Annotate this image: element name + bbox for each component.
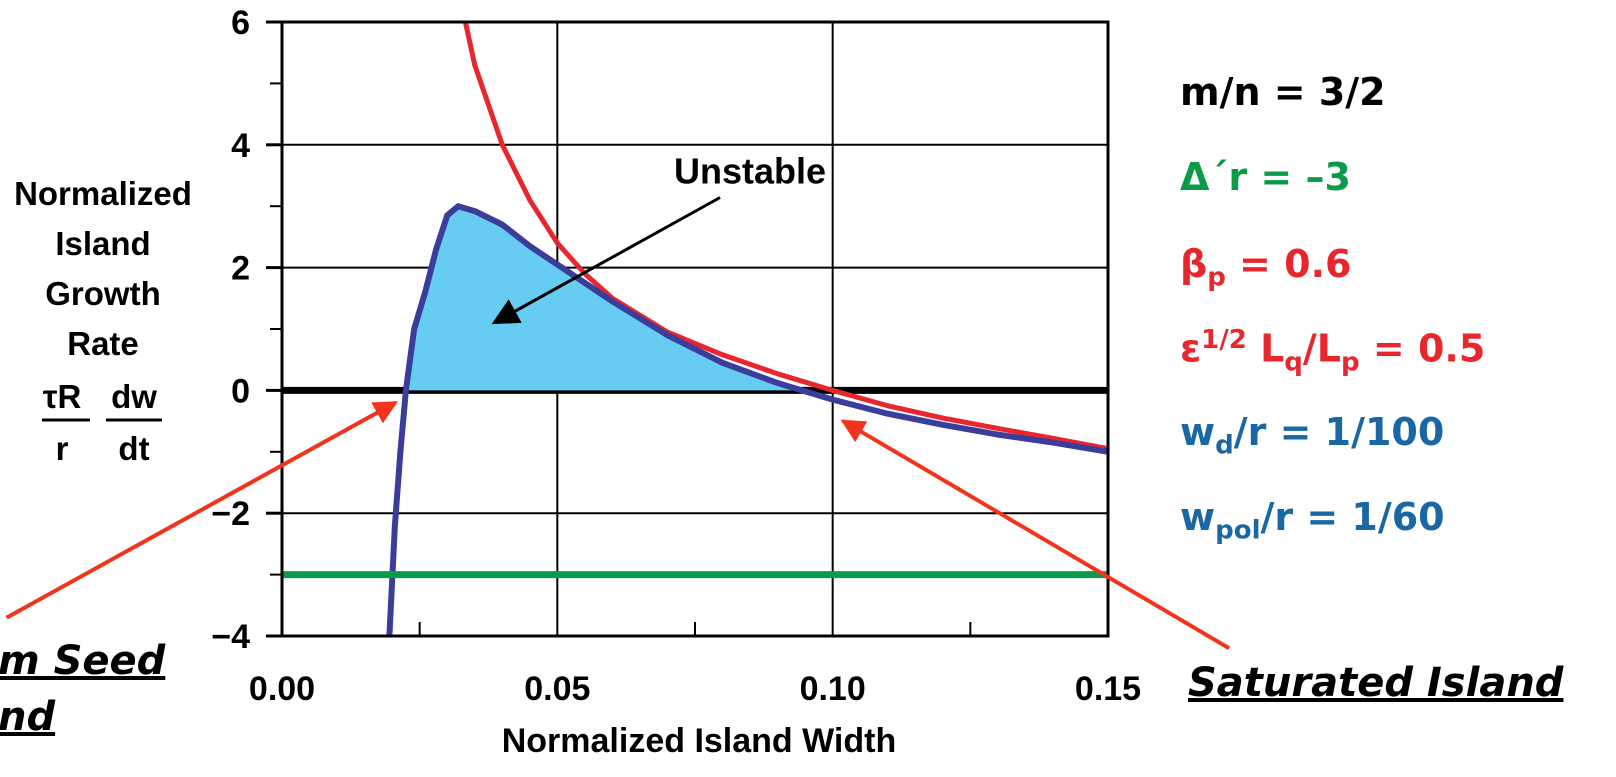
series-lines [282,22,1108,636]
x-tick-label: 0.15 [1075,670,1141,708]
param-wpol: wpol/r = 1/60 [1180,495,1445,546]
x-axis-label: Normalized Island Width [502,722,897,760]
grid-lines [282,22,1108,636]
param-mn: m/n = 3/2 [1180,70,1386,114]
plot-frame [280,20,1110,638]
y-label-line: Island [55,225,150,262]
x-tick-label: 0.00 [249,670,315,708]
y-tick-label: 4 [231,127,250,165]
marker-arrows [5,400,1231,651]
saturated-island-arrow [840,419,1231,651]
seed-island-label-line2: nd [0,694,56,740]
unstable-region [405,206,795,391]
saturated-island-label: Saturated Island [1188,660,1564,706]
red-curve [462,22,1108,452]
unstable-arrow [491,196,721,325]
y-label-tau: τR [43,378,82,415]
y-tick-label: −4 [211,618,250,656]
y-label-line: Normalized [14,175,192,212]
y-label-line: Growth [45,275,160,312]
y-label-dw: dw [111,378,157,415]
axes [266,20,1110,638]
seed-island-arrow [5,400,399,620]
seed-island-label-line1: m Seed [0,638,166,684]
annotations: Unstable [491,151,826,325]
y-axis-label: Normalized Island Growth Rate τR r dw dt [14,175,192,467]
unstable-fill-area [405,206,795,391]
x-tick-label: 0.05 [524,670,590,708]
y-label-r: r [56,430,69,467]
blue-curve [386,203,1108,636]
param-eps: ε1/2 Lq/Lp = 0.5 [1180,325,1486,378]
y-label-dt: dt [118,430,149,467]
y-label-line: Rate [67,325,139,362]
param-wd: wd/r = 1/100 [1180,410,1445,461]
y-tick-label: 2 [231,250,250,288]
param-beta: βp = 0.6 [1180,242,1352,293]
unstable-annotation: Unstable [674,151,826,192]
x-tick-label: 0.10 [800,670,866,708]
param-delta: Δ´r = –3 [1180,155,1351,199]
y-tick-label: 0 [231,372,250,410]
y-tick-label: 6 [231,4,250,42]
